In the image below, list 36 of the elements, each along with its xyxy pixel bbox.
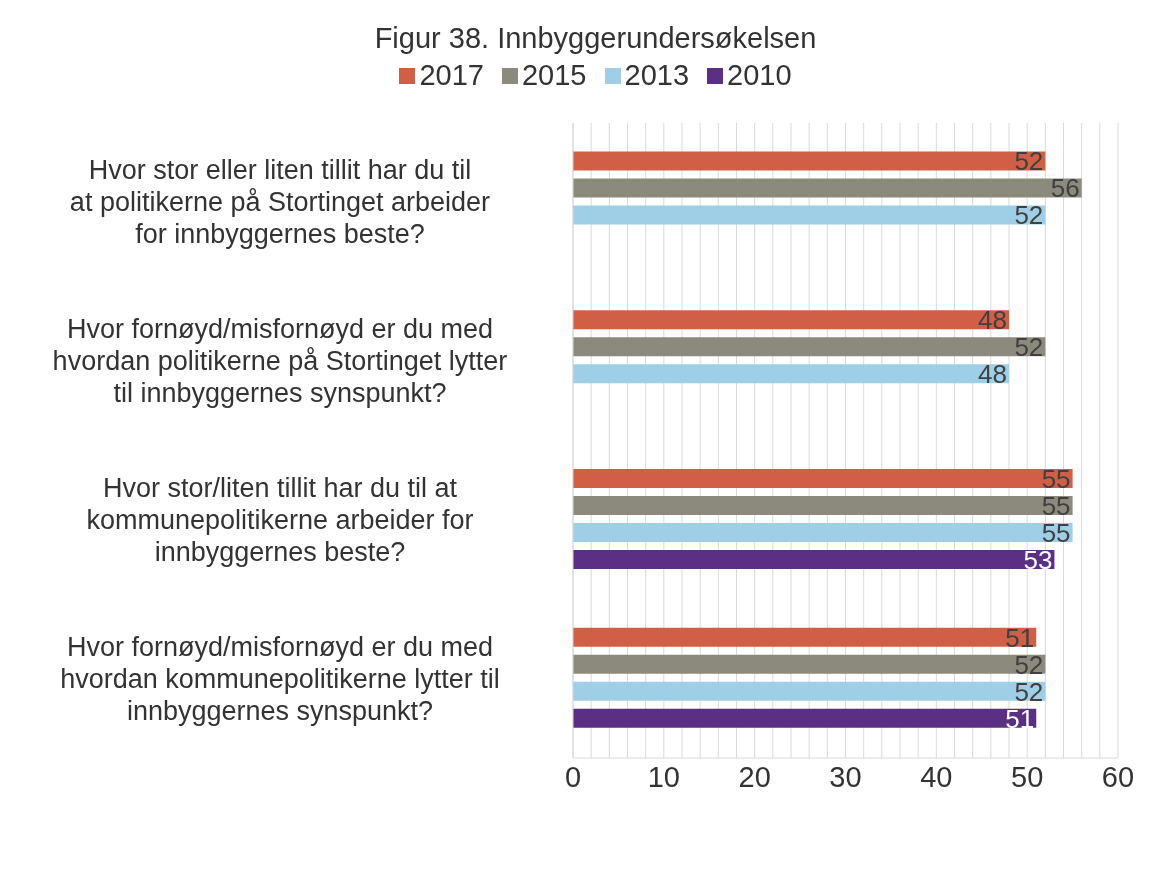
bar (573, 469, 1073, 489)
bar (573, 654, 1046, 674)
bar (573, 681, 1046, 701)
data-label: 48 (978, 359, 1007, 390)
y-tick-label: Hvor stor eller liten tillit har du til at politikerne på Stortinget arbeider for innbyggernes beste? (69, 155, 491, 250)
y-tick-label: Hvor fornøyd/misfornøyd er du med hvordan kommunepolitikerne lytter til innbyggernes synspunkt? (60, 631, 500, 726)
legend-label: 2010 (726, 59, 792, 92)
data-label: 52 (1014, 332, 1044, 363)
legend-label: 2013 (623, 59, 690, 92)
y-tick-label: Hvor fornøyd/misfornøyd er du med hvordan politikerne på Stortinget lytter til innbyggernes synspunkt? (52, 314, 508, 409)
bar (573, 550, 1055, 570)
bar (573, 708, 1037, 728)
data-label: 52 (1014, 146, 1044, 177)
chart-title: Figur 38. Innbyggerundersøkelsen (373, 22, 818, 55)
y-tick-label: Hvor stor/liten tillit har du til at kommunepolitikerne arbeider for innbyggernes beste? (86, 472, 474, 567)
bar (573, 337, 1046, 357)
x-tick-label: 10 (647, 760, 680, 793)
x-tick-label: 60 (1101, 760, 1135, 793)
x-tick-label: 40 (920, 760, 953, 793)
bar (573, 627, 1037, 647)
bar (573, 151, 1046, 171)
bar (573, 205, 1046, 225)
bar (573, 364, 1009, 384)
bar (573, 496, 1073, 516)
data-label: 48 (978, 305, 1007, 336)
x-tick-label: 50 (1011, 760, 1044, 793)
bar (573, 310, 1009, 330)
x-tick-label: 0 (564, 760, 582, 793)
bar (573, 178, 1082, 198)
x-tick-label: 30 (829, 760, 862, 793)
data-label: 52 (1014, 200, 1044, 231)
bar (573, 523, 1073, 543)
x-tick-label: 20 (738, 760, 771, 793)
data-label: 56 (1050, 173, 1080, 204)
legend-label: 2017 (418, 59, 484, 92)
legend-label: 2015 (521, 59, 587, 92)
